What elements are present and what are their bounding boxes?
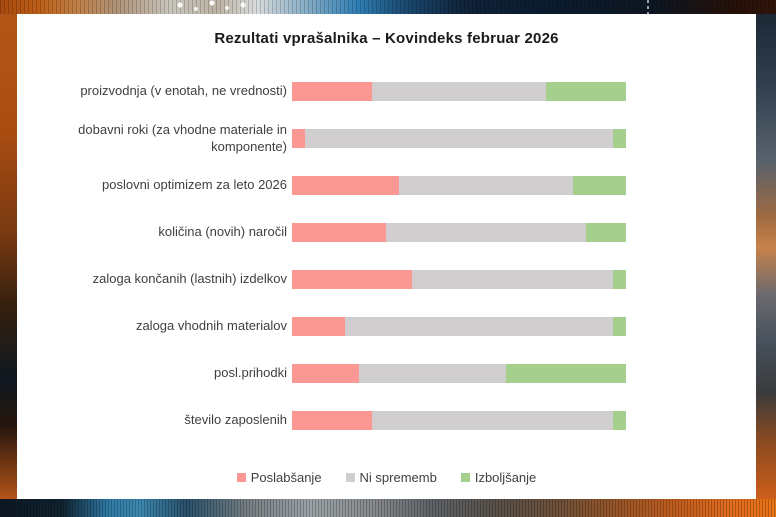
bar-segment-poslabšanje bbox=[292, 129, 306, 148]
bar-segment-ni-sprememb bbox=[372, 82, 546, 101]
bar-segment-poslabšanje bbox=[292, 176, 399, 195]
bar-segment-poslabšanje bbox=[292, 364, 359, 383]
bar-segment-ni-sprememb bbox=[412, 270, 613, 289]
legend-swatch-icon bbox=[345, 473, 355, 482]
bar-row: zaloga vhodnih materialov bbox=[17, 303, 756, 350]
bar-row: število zaposlenih bbox=[17, 397, 756, 444]
bar-segment-izboljšanje bbox=[505, 364, 626, 383]
legend-label: Poslabšanje bbox=[250, 470, 322, 485]
bar-segment-ni-sprememb bbox=[305, 129, 613, 148]
bar-segment-ni-sprememb bbox=[358, 364, 506, 383]
bar-row: količina (novih) naročil bbox=[17, 209, 756, 256]
background-photo-left bbox=[0, 14, 17, 499]
bar-track bbox=[292, 411, 626, 430]
legend-swatch-icon bbox=[460, 473, 470, 482]
row-label: zaloga vhodnih materialov bbox=[135, 318, 287, 334]
bar-segment-izboljšanje bbox=[545, 82, 626, 101]
legend-item: Izboljšanje bbox=[460, 470, 537, 485]
bar-track bbox=[292, 223, 626, 242]
background-photo-right bbox=[756, 14, 776, 499]
bar-row: zaloga končanih (lastnih) izdelkov bbox=[17, 256, 756, 303]
legend-item: Poslabšanje bbox=[236, 470, 322, 485]
bar-track bbox=[292, 317, 626, 336]
bar-segment-ni-sprememb bbox=[398, 176, 573, 195]
background-photo-top bbox=[0, 0, 776, 14]
legend: Poslabšanje Ni sprememb Izboljšanje bbox=[17, 470, 756, 485]
chart-title: Rezultati vprašalnika – Kovindeks februa… bbox=[214, 30, 559, 47]
bar-segment-poslabšanje bbox=[292, 411, 373, 430]
legend-item: Ni sprememb bbox=[345, 470, 437, 485]
legend-label: Ni sprememb bbox=[359, 470, 437, 485]
legend-label: Izboljšanje bbox=[474, 470, 537, 485]
bar-segment-izboljšanje bbox=[612, 317, 626, 336]
bar-segment-izboljšanje bbox=[612, 129, 626, 148]
bar-segment-poslabšanje bbox=[292, 82, 373, 101]
legend-swatch-icon bbox=[236, 473, 246, 482]
bar-segment-poslabšanje bbox=[292, 223, 386, 242]
row-label: poslovni optimizem za leto 2026 bbox=[102, 177, 287, 193]
row-label: posl.prihodki bbox=[214, 365, 287, 381]
bar-segment-izboljšanje bbox=[572, 176, 626, 195]
bar-segment-izboljšanje bbox=[612, 411, 626, 430]
bar-track bbox=[292, 270, 626, 289]
background-dashed-line bbox=[647, 0, 649, 14]
row-label: število zaposlenih bbox=[184, 412, 287, 428]
bar-segment-izboljšanje bbox=[585, 223, 626, 242]
bar-track bbox=[292, 364, 626, 383]
bar-segment-ni-sprememb bbox=[345, 317, 613, 336]
bar-segment-ni-sprememb bbox=[385, 223, 586, 242]
row-label: dobavni roki (za vhodne materiale in kom… bbox=[78, 121, 287, 154]
bar-row: posl.prihodki bbox=[17, 350, 756, 397]
row-label: količina (novih) naročil bbox=[158, 224, 287, 240]
bar-track bbox=[292, 82, 626, 101]
bar-segment-poslabšanje bbox=[292, 270, 413, 289]
bar-row: poslovni optimizem za leto 2026 bbox=[17, 162, 756, 209]
bar-row: proizvodnja (v enotah, ne vrednosti) bbox=[17, 68, 756, 115]
row-label: zaloga končanih (lastnih) izdelkov bbox=[92, 271, 287, 287]
bar-rows: proizvodnja (v enotah, ne vrednosti) dob… bbox=[17, 68, 756, 444]
bar-segment-izboljšanje bbox=[612, 270, 626, 289]
bar-track bbox=[292, 176, 626, 195]
bar-track bbox=[292, 129, 626, 148]
bar-segment-poslabšanje bbox=[292, 317, 346, 336]
bar-segment-ni-sprememb bbox=[372, 411, 613, 430]
bar-row: dobavni roki (za vhodne materiale in kom… bbox=[17, 115, 756, 162]
row-label: proizvodnja (v enotah, ne vrednosti) bbox=[80, 83, 287, 99]
chart-panel: Rezultati vprašalnika – Kovindeks februa… bbox=[17, 14, 756, 499]
background-photo-bottom bbox=[0, 499, 776, 517]
